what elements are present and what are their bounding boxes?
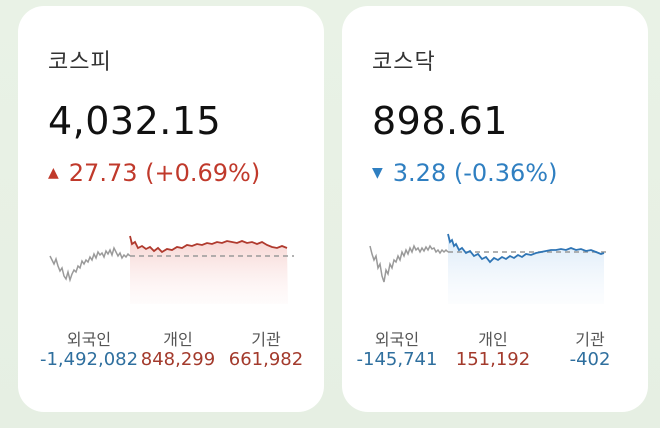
investor-institution-value: 661,982 [228,349,304,370]
kospi-card[interactable]: 코스피 4,032.15 ▲ 27.73 (+0.69%) 외국인 -1,492… [18,6,324,412]
index-price: 4,032.15 [48,99,222,143]
investor-institution-value: -402 [569,349,611,370]
positive-area-fill [130,236,288,304]
investor-individual-value: 848,299 [140,349,216,370]
negative-area-fill [448,234,604,304]
index-price: 898.61 [372,99,508,143]
investor-foreign-label: 외국인 [66,330,112,349]
pre-session-line [49,245,131,283]
index-name: 코스피 [48,50,112,75]
intraday-sparkline [369,233,606,304]
index-change-value: 27.73 (+0.69%) [68,159,261,187]
investor-institution-label: 기관 [575,330,605,349]
index-change: ▲ 27.73 (+0.69%) [48,159,260,187]
index-change: ▼ 3.28 (-0.36%) [372,159,557,187]
investor-individual-label: 개인 [478,330,508,349]
session-price-line [447,233,605,264]
triangle-up-icon: ▲ [48,165,59,181]
pre-session-line [369,244,449,283]
investor-foreign-label: 외국인 [374,330,420,349]
intraday-sparkline [49,235,294,304]
investor-individual-label: 개인 [163,330,193,349]
triangle-down-icon: ▼ [372,165,383,181]
kosdaq-card[interactable]: 코스닥 898.61 ▼ 3.28 (-0.36%) 외국인 -145,741 … [342,6,648,412]
investor-individual-value: 151,192 [455,349,531,370]
investor-foreign-value: -145,741 [356,349,438,370]
investor-foreign-value: -1,492,082 [39,349,139,370]
investor-institution-label: 기관 [251,330,281,349]
index-name: 코스닥 [372,50,436,75]
session-price-line [129,235,288,254]
index-change-value: 3.28 (-0.36%) [392,159,558,187]
